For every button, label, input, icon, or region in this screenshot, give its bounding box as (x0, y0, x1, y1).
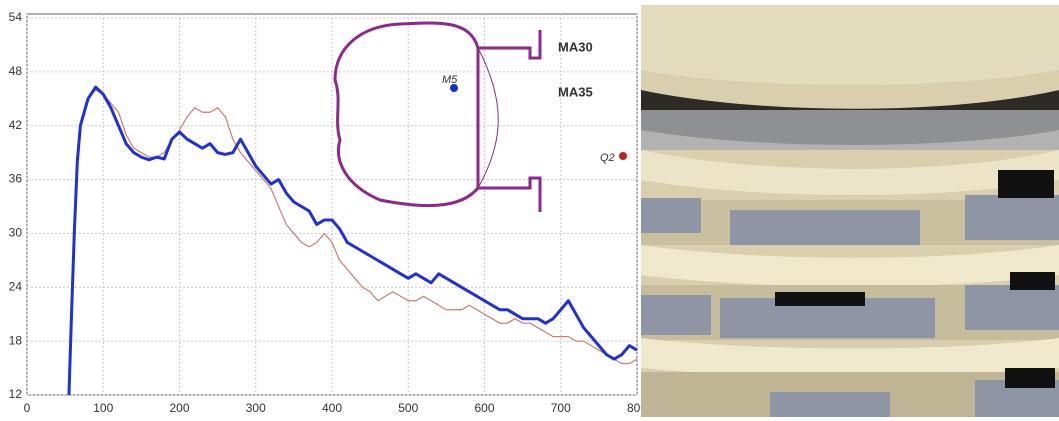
y-tick-label: 24 (9, 279, 23, 293)
door-3 (1010, 272, 1055, 290)
seats-6 (641, 295, 711, 335)
seats-5 (965, 285, 1059, 330)
legend-entry: MA35 (558, 84, 593, 99)
ceiling (641, 5, 1059, 85)
m5-dot (450, 84, 458, 92)
x-tick-label: 0 (24, 401, 31, 415)
x-tick-label: 500 (398, 401, 418, 415)
seats-7 (770, 392, 890, 417)
legend-entry: MA30 (558, 39, 593, 54)
door-2 (775, 292, 865, 306)
x-tick-label: 200 (169, 401, 189, 415)
y-tick-label: 36 (9, 172, 23, 186)
x-tick-label: 300 (246, 401, 266, 415)
annotation: Q2 (600, 152, 615, 164)
x-tick-label: 400 (322, 401, 342, 415)
door-1 (998, 170, 1054, 198)
series-line (67, 85, 638, 396)
seats-2 (965, 195, 1059, 240)
series-line (68, 89, 638, 396)
hall-photo (641, 5, 1059, 417)
seats-3 (641, 198, 701, 233)
x-tick-label: 700 (551, 401, 571, 415)
balcony-1 (641, 150, 1059, 195)
annotation: M5 (442, 74, 458, 86)
door-4 (1005, 368, 1055, 388)
y-tick-label: 42 (9, 118, 23, 132)
hall-diagram (333, 21, 542, 212)
balcony-2 (641, 245, 1059, 287)
panels (641, 110, 1059, 150)
y-tick-label: 54 (9, 10, 23, 24)
balcony-3 (641, 338, 1059, 377)
q2-dot (619, 152, 627, 160)
y-tick-label: 30 (9, 226, 23, 240)
x-tick-label: 600 (474, 401, 494, 415)
seats-1 (730, 210, 920, 245)
y-tick-label: 48 (9, 64, 23, 78)
y-tick-label: 18 (9, 333, 23, 347)
hall-outline (333, 21, 542, 212)
x-tick-label: 100 (93, 401, 113, 415)
y-tick-label: 12 (9, 387, 23, 401)
hall-curve (477, 47, 499, 189)
